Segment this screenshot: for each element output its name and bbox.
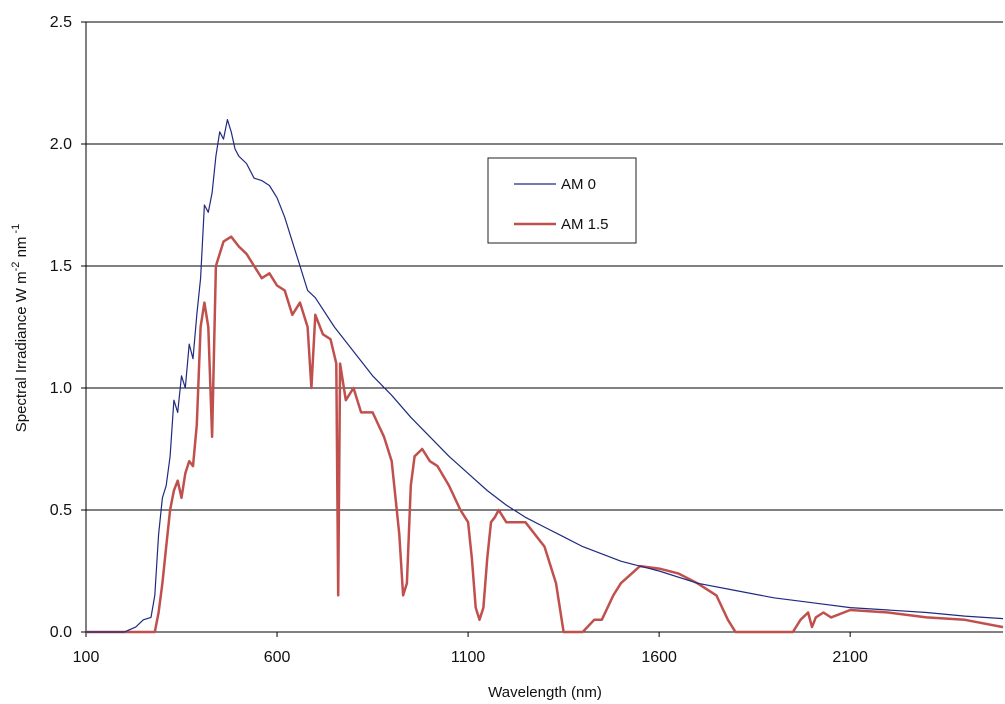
y-axis-title-mid: nm: [13, 237, 30, 262]
legend-label-am15: AM 1.5: [561, 216, 609, 233]
y-axis-title-sup2: -1: [10, 224, 22, 237]
x-tick-label: 100: [73, 649, 100, 666]
y-tick-label: 2.5: [50, 14, 72, 31]
y-tick-label: 1.5: [50, 258, 72, 275]
y-axis-title: Spectral Irradiance W m-2 nm -1: [10, 224, 30, 433]
y-tick-label: 0.0: [50, 624, 72, 641]
series-lines: [86, 118, 1004, 634]
y-axis-title-sup1: -2: [10, 262, 22, 272]
x-tick-label: 1600: [641, 649, 677, 666]
legend-box: [487, 157, 637, 244]
legend: AM 0 AM 1.5: [487, 157, 637, 244]
gridlines: [86, 21, 1003, 511]
x-axis-title: Wavelength (nm): [488, 684, 602, 701]
series-line-am0: [86, 118, 1004, 633]
y-axis-title-base: Spectral Irradiance W m: [13, 271, 30, 432]
axes: [81, 21, 1003, 637]
series-line-am15: [86, 235, 1004, 634]
y-tick-labels: 0.0 0.5 1.0 1.5 2.0 2.5: [50, 14, 72, 641]
legend-label-am0: AM 0: [561, 176, 596, 193]
x-tick-label: 600: [264, 649, 291, 666]
x-tick-labels: 100 600 1100 1600 2100: [73, 649, 868, 666]
x-tick-label: 2100: [832, 649, 868, 666]
y-tick-label: 0.5: [50, 502, 72, 519]
y-tick-label: 1.0: [50, 380, 72, 397]
x-tick-label: 1100: [451, 649, 486, 666]
y-tick-label: 2.0: [50, 136, 72, 153]
